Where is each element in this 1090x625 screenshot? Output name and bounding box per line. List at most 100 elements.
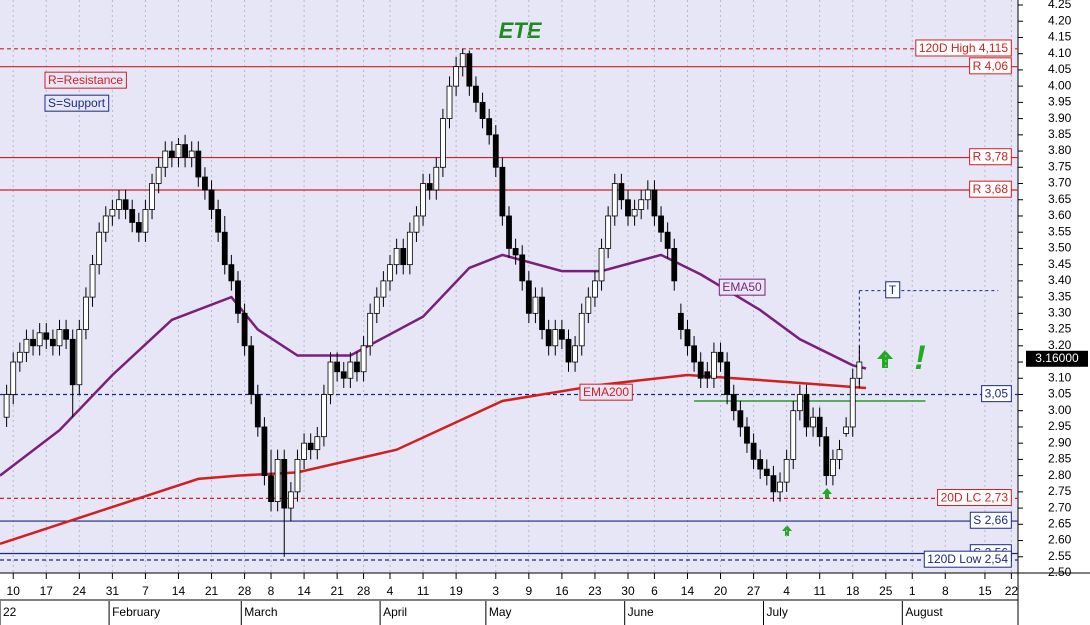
candle-body bbox=[248, 345, 255, 395]
exclamation: ! bbox=[914, 339, 925, 377]
candle-body bbox=[215, 209, 222, 233]
candle-body bbox=[552, 329, 559, 347]
y-tick-label: 4.15 bbox=[1048, 30, 1072, 44]
candle-body bbox=[208, 189, 215, 210]
candle-body bbox=[744, 426, 750, 444]
candle-body bbox=[334, 361, 341, 373]
candle-body bbox=[228, 264, 235, 282]
candle-body bbox=[770, 475, 777, 493]
candle-body bbox=[499, 166, 506, 217]
candle-body bbox=[400, 248, 407, 266]
axis-background bbox=[1018, 0, 1090, 625]
y-tick-label: 2.95 bbox=[1048, 419, 1072, 433]
candle-body bbox=[638, 199, 645, 210]
y-tick-label: 3.50 bbox=[1048, 241, 1072, 255]
candle-body bbox=[406, 231, 413, 266]
candle-body bbox=[354, 361, 360, 373]
candle-body bbox=[63, 329, 70, 340]
candle-body bbox=[188, 150, 195, 158]
candle-body bbox=[492, 134, 499, 168]
y-tick-label: 3.65 bbox=[1048, 192, 1072, 206]
candle-body bbox=[704, 371, 711, 379]
candle-body bbox=[155, 166, 162, 184]
y-tick-label: 2.60 bbox=[1048, 533, 1072, 547]
candle-body bbox=[321, 394, 327, 438]
candle-body bbox=[631, 209, 638, 217]
candle-body bbox=[380, 280, 387, 298]
ema-label: EMA200 bbox=[583, 385, 629, 399]
y-tick-label: 2.65 bbox=[1048, 516, 1072, 530]
candle-body bbox=[340, 371, 347, 379]
target-label: T bbox=[889, 283, 897, 297]
candle-body bbox=[274, 458, 281, 502]
level-label-box bbox=[969, 57, 1012, 75]
level-label-box bbox=[937, 489, 1012, 507]
level-label-box bbox=[969, 180, 1012, 198]
candle-body bbox=[849, 377, 856, 428]
ema-label: EMA50 bbox=[722, 280, 762, 294]
candle-body bbox=[625, 199, 631, 217]
y-tick-label: 4.25 bbox=[1048, 0, 1072, 11]
candle-body bbox=[426, 183, 433, 191]
candle-body bbox=[473, 85, 479, 103]
candle-body bbox=[294, 458, 301, 493]
level-label: R 3,78 bbox=[973, 150, 1009, 164]
candle-body bbox=[327, 361, 334, 395]
month-label: April bbox=[383, 605, 407, 619]
x-tick-label: 23 bbox=[588, 584, 602, 598]
candle-body bbox=[439, 118, 446, 168]
month-label: June bbox=[628, 605, 654, 619]
x-tick-label: 16 bbox=[555, 584, 569, 598]
candle-body bbox=[49, 338, 56, 347]
y-tick-label: 4.00 bbox=[1048, 78, 1072, 92]
level-label: R 3,68 bbox=[973, 182, 1009, 196]
candle-body bbox=[519, 254, 526, 282]
ema-line bbox=[0, 373, 867, 545]
candle-body bbox=[89, 264, 96, 298]
candle-body bbox=[486, 118, 493, 136]
candle-body bbox=[202, 176, 208, 191]
candle-body bbox=[135, 222, 142, 233]
note: R=Resistance bbox=[48, 73, 123, 87]
x-tick-label: 25 bbox=[879, 584, 893, 598]
candle-body bbox=[129, 209, 136, 223]
candle-body bbox=[162, 150, 169, 168]
candle-body bbox=[254, 394, 261, 428]
x-tick-label: 18 bbox=[846, 584, 860, 598]
candle-body bbox=[823, 436, 830, 477]
arrow bbox=[877, 350, 893, 368]
x-tick-label: 21 bbox=[330, 584, 344, 598]
x-tick-label: 14 bbox=[681, 584, 695, 598]
level-label-box bbox=[923, 550, 1012, 568]
candle-body bbox=[796, 394, 803, 412]
candle-body bbox=[56, 329, 63, 347]
last-price-label: 3.16000 bbox=[1035, 351, 1079, 365]
x-tick-label: 20 bbox=[714, 584, 728, 598]
chart-title: ETE bbox=[499, 18, 543, 43]
level-label-box bbox=[981, 385, 1012, 403]
candle-body bbox=[195, 150, 202, 178]
candle-body bbox=[618, 183, 625, 201]
note: S=Support bbox=[48, 96, 106, 110]
target-label-box bbox=[885, 281, 901, 299]
y-tick-label: 3.20 bbox=[1048, 338, 1072, 352]
candle-body bbox=[102, 215, 109, 233]
y-tick-label: 2.70 bbox=[1048, 500, 1072, 514]
y-tick-label: 3.45 bbox=[1048, 257, 1072, 271]
candle-body bbox=[23, 338, 30, 353]
candle-body bbox=[10, 361, 17, 395]
x-tick-label: 19 bbox=[449, 584, 463, 598]
candle-body bbox=[83, 296, 89, 330]
y-tick-label: 4.10 bbox=[1048, 46, 1072, 60]
x-tick-label: 30 bbox=[621, 584, 635, 598]
y-tick-label: 2.75 bbox=[1048, 484, 1072, 498]
candle-body bbox=[241, 312, 248, 347]
candle-body bbox=[175, 144, 182, 158]
candle-body bbox=[730, 394, 737, 412]
x-tick-label: 1 bbox=[909, 584, 916, 598]
candle-body bbox=[261, 426, 268, 477]
y-tick-label: 3.00 bbox=[1048, 403, 1072, 417]
x-tick-label: 28 bbox=[238, 584, 252, 598]
candle-body bbox=[235, 280, 241, 314]
